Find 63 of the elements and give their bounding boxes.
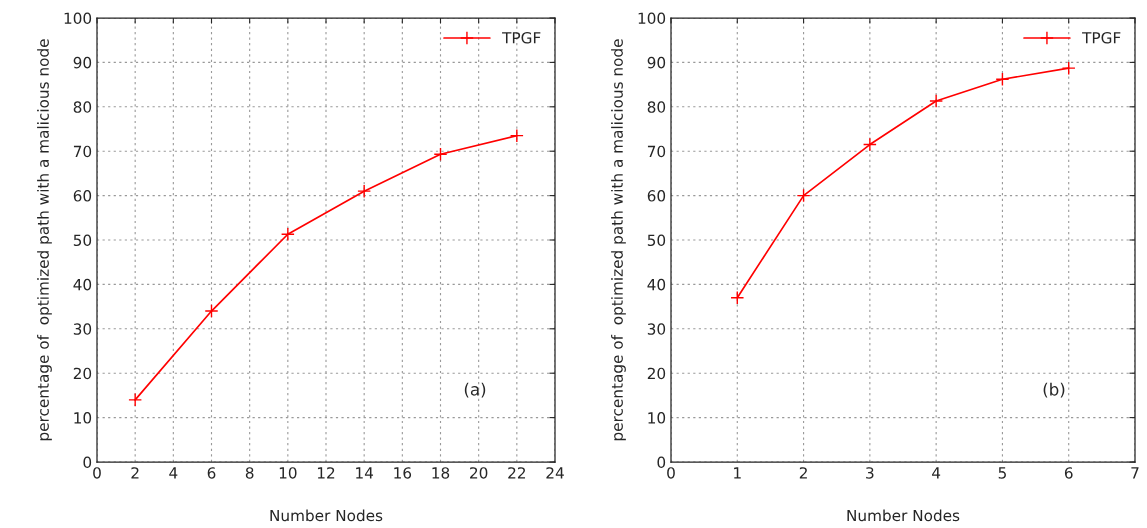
point	[796, 188, 811, 203]
y-tick-label: 50	[73, 234, 92, 247]
x-tick-label: 16	[394, 467, 412, 479]
point	[433, 147, 448, 162]
x-axis-title: Number Nodes	[847, 509, 960, 522]
y-tick-label: 60	[73, 190, 92, 202]
x-tick-label: 4	[932, 467, 941, 479]
x-tick-label: 6	[207, 467, 216, 479]
point	[1061, 61, 1076, 76]
x-tick-label: 20	[470, 467, 488, 479]
x-tick-label: 24	[546, 467, 564, 479]
y-tick-label: 100	[64, 12, 92, 25]
annotation: (a)	[464, 382, 486, 398]
x-tick-label: 5	[998, 467, 1006, 479]
x-tick-label: 2	[799, 467, 807, 479]
point	[280, 227, 295, 242]
y-tick-label: 70	[647, 145, 666, 158]
legend-label: TPGF	[1082, 32, 1121, 44]
x-tick-label: 2	[131, 467, 139, 479]
x-tick-label: 0	[667, 467, 675, 479]
y-tick-label: 20	[73, 367, 92, 380]
legend-label: TPGF	[502, 32, 541, 44]
y-tick-label: 0	[83, 456, 92, 469]
point	[204, 304, 219, 318]
point	[128, 392, 143, 407]
point	[357, 184, 372, 199]
x-axis-title: Number Nodes	[270, 509, 383, 522]
x-tick-label: 10	[279, 467, 297, 479]
y-tick-label: 70	[73, 145, 92, 158]
x-tick-label: 22	[508, 467, 526, 479]
y-tick-label: 40	[73, 278, 92, 291]
y-tick-label: 80	[647, 101, 666, 113]
y-tick-label: 0	[657, 456, 666, 469]
y-tick-label: 10	[74, 412, 92, 424]
x-tick-label: 6	[1064, 467, 1073, 479]
annotation: (b)	[1043, 382, 1065, 398]
y-tick-label: 90	[647, 56, 666, 69]
y-tick-label: 60	[647, 190, 666, 202]
x-tick-label: 14	[356, 467, 374, 479]
y-axis-title: percentage of optimized path with a malicious node	[611, 39, 626, 441]
y-tick-label: 10	[648, 412, 666, 424]
x-tick-label: 4	[169, 467, 178, 479]
y-axis-title: percentage of optimized path with a malicious node	[37, 39, 52, 441]
x-tick-label: 7	[1131, 467, 1139, 479]
point	[862, 137, 877, 152]
point	[509, 128, 524, 143]
x-tick-label: 1	[734, 467, 741, 479]
y-tick-label: 30	[647, 323, 666, 335]
x-tick-label: 18	[432, 467, 450, 479]
y-tick-label: 20	[647, 367, 666, 380]
point	[995, 72, 1010, 87]
x-tick-label: 0	[93, 467, 101, 479]
x-tick-label: 12	[317, 467, 335, 479]
y-tick-label: 90	[73, 56, 92, 69]
y-tick-label: 100	[638, 12, 666, 25]
point	[929, 94, 944, 108]
point	[730, 290, 745, 305]
x-tick-label: 8	[245, 467, 254, 479]
y-tick-label: 40	[647, 278, 666, 291]
y-tick-label: 30	[73, 323, 92, 335]
y-tick-label: 80	[73, 101, 92, 113]
x-tick-label: 3	[866, 467, 874, 479]
y-tick-label: 50	[647, 234, 666, 247]
